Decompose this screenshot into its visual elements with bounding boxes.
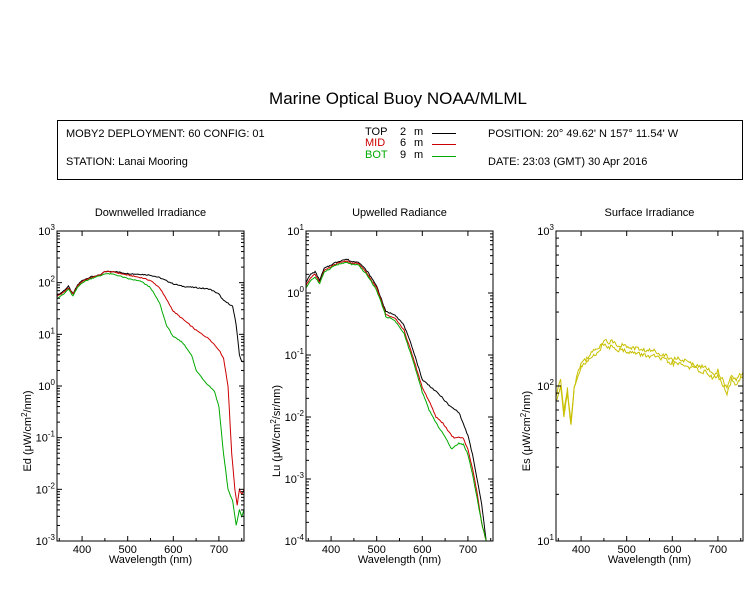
x-axis-label: Wavelength (nm) bbox=[608, 554, 691, 566]
legend-bot-depth: 9 bbox=[400, 149, 407, 161]
y-tick-label: 10-1 bbox=[36, 430, 56, 445]
legend-mid-depth: 6 bbox=[400, 137, 407, 149]
y-tick-label: 10-1 bbox=[285, 347, 305, 362]
series-line-bot bbox=[57, 272, 244, 526]
series-line-es-1 bbox=[556, 338, 743, 421]
series-line-top bbox=[57, 270, 244, 363]
plot-frame bbox=[56, 230, 245, 542]
deployment-text: MOBY2 DEPLOYMENT: 60 CONFIG: 01 bbox=[66, 128, 265, 140]
chart-panel-3: 400 500 600 700 101 102 103 Surface Irradiance W… bbox=[519, 207, 744, 566]
chart-panel-2: 400 500 600 700 10-4 10-3 10-2 10-1 100 101 Upwell… bbox=[269, 207, 494, 566]
x-tick-label: 700 bbox=[459, 544, 477, 556]
y-tick-label: 102 bbox=[537, 378, 554, 393]
series-line-bot bbox=[306, 261, 487, 541]
main-title: Marine Optical Buoy NOAA/MLML bbox=[269, 89, 527, 108]
series-line-mid bbox=[306, 260, 487, 541]
legend-mid-unit: m bbox=[414, 137, 424, 149]
y-tick-label: 100 bbox=[38, 378, 55, 393]
y-tick-label: 10-2 bbox=[36, 481, 56, 496]
plot-frame bbox=[555, 230, 744, 542]
series-line-es-2 bbox=[556, 343, 743, 425]
y-axis-label: Lu (μW/cm2/sr/nm) bbox=[269, 385, 283, 477]
legend-top-depth: 2 bbox=[400, 126, 407, 138]
x-tick-label: 700 bbox=[210, 544, 228, 556]
x-tick-label: 500 bbox=[368, 544, 386, 556]
x-tick-label: 400 bbox=[73, 544, 91, 556]
y-tick-label: 10-3 bbox=[285, 471, 305, 486]
legend-bot-line bbox=[432, 156, 456, 157]
legend-top-name: TOP bbox=[365, 126, 388, 138]
x-tick-label: 600 bbox=[663, 544, 681, 556]
info-box: MOBY2 DEPLOYMENT: 60 CONFIG: 01 STATION:… bbox=[57, 120, 743, 180]
y-tick-label: 101 bbox=[38, 326, 55, 341]
chart-title: Surface Irradiance bbox=[605, 207, 695, 219]
x-tick-label: 400 bbox=[572, 544, 590, 556]
y-tick-label: 101 bbox=[287, 223, 304, 238]
series-line-mid bbox=[57, 270, 244, 506]
x-tick-label: 700 bbox=[709, 544, 727, 556]
chart-panel-1: 400 500 600 700 10-3 10-2 10-1 100 101 102 103 Down… bbox=[20, 207, 245, 566]
x-tick-label: 600 bbox=[164, 544, 182, 556]
legend-top-line bbox=[432, 133, 456, 134]
y-axis-label: Ed (μW/cm2/nm) bbox=[20, 390, 34, 471]
x-axis-label: Wavelength (nm) bbox=[358, 554, 441, 566]
x-tick-label: 500 bbox=[618, 544, 636, 556]
legend-mid-name: MID bbox=[365, 137, 386, 149]
y-tick-label: 102 bbox=[38, 275, 55, 290]
date-text: DATE: 23:03 (GMT) 30 Apr 2016 bbox=[488, 156, 648, 168]
chart-title: Downwelled Irradiance bbox=[95, 207, 206, 219]
x-tick-label: 400 bbox=[322, 544, 340, 556]
y-tick-label: 100 bbox=[287, 285, 304, 300]
y-tick-label: 103 bbox=[537, 223, 554, 238]
x-tick-label: 500 bbox=[119, 544, 137, 556]
legend-mid-line bbox=[432, 144, 456, 145]
x-tick-label: 600 bbox=[413, 544, 431, 556]
plot-frame bbox=[305, 230, 494, 542]
y-tick-label: 10-2 bbox=[285, 409, 305, 424]
legend-bot-name: BOT bbox=[365, 149, 388, 161]
y-tick-label: 10-4 bbox=[285, 533, 305, 548]
legend-top-unit: m bbox=[414, 126, 424, 138]
x-axis-label: Wavelength (nm) bbox=[109, 554, 192, 566]
y-axis-label: Es (μW/cm2/nm) bbox=[519, 391, 533, 471]
chart-title: Upwelled Radiance bbox=[352, 207, 447, 219]
station-text: STATION: Lanai Mooring bbox=[66, 156, 188, 168]
position-text: POSITION: 20° 49.62' N 157° 11.54' W bbox=[488, 128, 679, 140]
y-tick-label: 10-3 bbox=[36, 533, 56, 548]
series-line-top bbox=[306, 258, 487, 541]
y-tick-label: 101 bbox=[537, 533, 554, 548]
legend-bot-unit: m bbox=[414, 149, 424, 161]
series-group bbox=[306, 258, 487, 541]
y-tick-label: 103 bbox=[38, 223, 55, 238]
series-group bbox=[57, 270, 244, 526]
series-group bbox=[556, 338, 743, 425]
